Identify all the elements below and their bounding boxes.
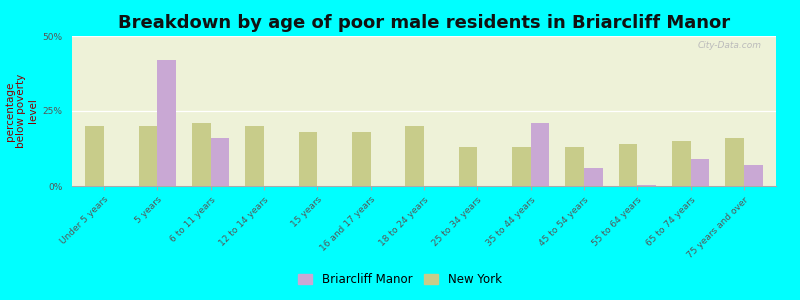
Y-axis label: percentage
below poverty
level: percentage below poverty level — [5, 74, 38, 148]
Bar — [158, 60, 176, 186]
Bar — [210, 138, 230, 186]
Bar — [86, 126, 104, 186]
Bar — [584, 168, 602, 186]
Bar — [566, 147, 584, 186]
Bar — [744, 165, 762, 186]
Bar — [618, 144, 638, 186]
Bar — [406, 126, 424, 186]
Legend: Briarcliff Manor, New York: Briarcliff Manor, New York — [294, 269, 506, 291]
Bar — [690, 159, 710, 186]
Bar — [530, 123, 550, 186]
Bar — [192, 123, 210, 186]
Bar — [246, 126, 264, 186]
Bar — [638, 184, 656, 186]
Bar — [458, 147, 478, 186]
Bar — [672, 141, 690, 186]
Title: Breakdown by age of poor male residents in Briarcliff Manor: Breakdown by age of poor male residents … — [118, 14, 730, 32]
Bar — [726, 138, 744, 186]
Bar — [352, 132, 370, 186]
Bar — [298, 132, 318, 186]
Bar — [512, 147, 530, 186]
Text: City-Data.com: City-Data.com — [698, 40, 762, 50]
Bar — [138, 126, 158, 186]
